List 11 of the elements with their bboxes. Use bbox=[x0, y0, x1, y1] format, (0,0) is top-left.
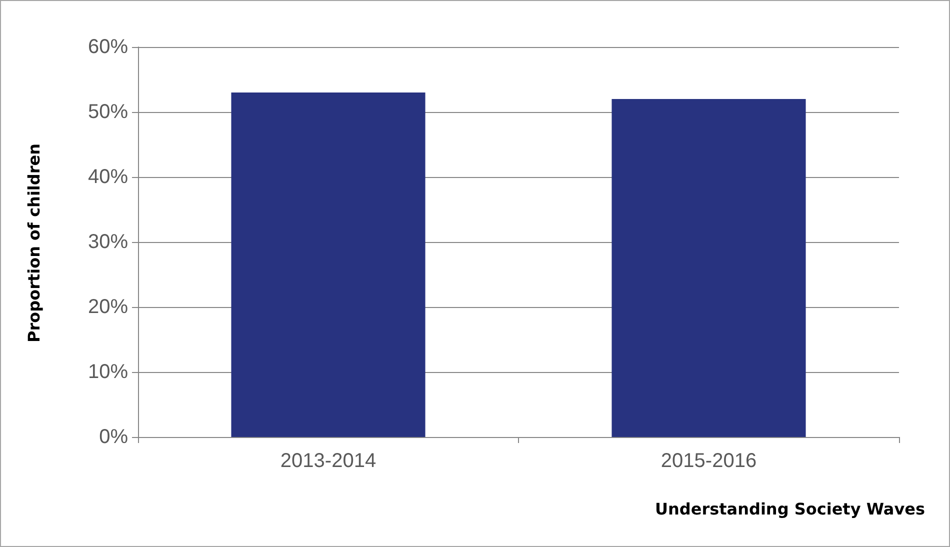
x-tick-label: 2013-2014 bbox=[280, 450, 376, 472]
y-tick-label: 50% bbox=[88, 101, 128, 123]
y-tick-label: 10% bbox=[88, 361, 128, 383]
x-tick-label: 2015-2016 bbox=[660, 450, 757, 472]
y-tick-label: 30% bbox=[88, 231, 128, 253]
y-tick-label: 0% bbox=[99, 426, 128, 448]
x-axis-title: Understanding Society Waves bbox=[655, 500, 925, 518]
y-tick-label: 40% bbox=[88, 166, 128, 188]
y-axis-title: Proportion of children bbox=[24, 144, 44, 342]
y-tick-label: 20% bbox=[88, 296, 128, 318]
y-tick-label: 60% bbox=[88, 36, 128, 58]
